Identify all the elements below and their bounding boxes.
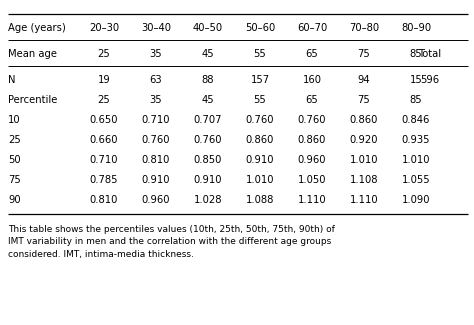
Text: N: N (8, 75, 16, 85)
Text: 19: 19 (98, 75, 110, 85)
Text: 0.785: 0.785 (90, 175, 118, 185)
Text: 0.935: 0.935 (402, 135, 430, 145)
Text: Total: Total (419, 49, 442, 59)
Text: 35: 35 (150, 95, 162, 105)
Text: 0.710: 0.710 (142, 115, 170, 125)
Text: 55: 55 (254, 95, 266, 105)
Text: 160: 160 (302, 75, 321, 85)
Text: 50–60: 50–60 (245, 23, 275, 33)
Text: 1.010: 1.010 (246, 175, 274, 185)
Text: 0.850: 0.850 (194, 155, 222, 165)
Text: 30–40: 30–40 (141, 23, 171, 33)
Text: 1.050: 1.050 (298, 175, 326, 185)
Text: 65: 65 (306, 49, 319, 59)
Text: 20–30: 20–30 (89, 23, 119, 33)
Text: 75: 75 (357, 95, 370, 105)
Text: 40–50: 40–50 (193, 23, 223, 33)
Text: 45: 45 (202, 49, 214, 59)
Text: 85: 85 (410, 95, 422, 105)
Text: 90: 90 (8, 195, 21, 205)
Text: Percentile: Percentile (8, 95, 57, 105)
Text: 94: 94 (358, 75, 370, 85)
Text: 1.010: 1.010 (350, 155, 378, 165)
Text: 0.846: 0.846 (402, 115, 430, 125)
Text: 0.810: 0.810 (90, 195, 118, 205)
Text: 596: 596 (420, 75, 439, 85)
Text: 1.010: 1.010 (402, 155, 430, 165)
Text: 1.108: 1.108 (350, 175, 378, 185)
Text: 1.110: 1.110 (350, 195, 378, 205)
Text: 75: 75 (357, 49, 370, 59)
Text: IMT variability in men and the correlation with the different age groups: IMT variability in men and the correlati… (8, 238, 331, 246)
Text: 25: 25 (98, 49, 110, 59)
Text: 0.760: 0.760 (194, 135, 222, 145)
Text: 0.650: 0.650 (90, 115, 118, 125)
Text: 1.055: 1.055 (401, 175, 430, 185)
Text: 60–70: 60–70 (297, 23, 327, 33)
Text: 1.088: 1.088 (246, 195, 274, 205)
Text: 45: 45 (202, 95, 214, 105)
Text: 25: 25 (98, 95, 110, 105)
Text: 55: 55 (254, 49, 266, 59)
Text: 0.710: 0.710 (90, 155, 118, 165)
Text: 10: 10 (8, 115, 21, 125)
Text: 1.110: 1.110 (298, 195, 326, 205)
Text: 0.860: 0.860 (298, 135, 326, 145)
Text: 85: 85 (410, 49, 422, 59)
Text: This table shows the percentiles values (10th, 25th, 50th, 75th, 90th) of: This table shows the percentiles values … (8, 226, 335, 235)
Text: 50: 50 (8, 155, 21, 165)
Text: 0.920: 0.920 (350, 135, 378, 145)
Text: 0.960: 0.960 (142, 195, 170, 205)
Text: 63: 63 (150, 75, 162, 85)
Text: 25: 25 (8, 135, 21, 145)
Text: 0.860: 0.860 (350, 115, 378, 125)
Text: 0.910: 0.910 (194, 175, 222, 185)
Text: 0.760: 0.760 (246, 115, 274, 125)
Text: 15: 15 (410, 75, 422, 85)
Text: 0.760: 0.760 (298, 115, 326, 125)
Text: 80–90: 80–90 (401, 23, 431, 33)
Text: 0.910: 0.910 (246, 155, 274, 165)
Text: 0.960: 0.960 (298, 155, 326, 165)
Text: 1.090: 1.090 (402, 195, 430, 205)
Text: 0.760: 0.760 (142, 135, 170, 145)
Text: 0.707: 0.707 (194, 115, 222, 125)
Text: Mean age: Mean age (8, 49, 57, 59)
Text: Age (years): Age (years) (8, 23, 66, 33)
Text: 65: 65 (306, 95, 319, 105)
Text: 0.810: 0.810 (142, 155, 170, 165)
Text: 88: 88 (202, 75, 214, 85)
Text: 75: 75 (8, 175, 21, 185)
Text: 1.028: 1.028 (194, 195, 222, 205)
Text: 35: 35 (150, 49, 162, 59)
Text: considered. IMT, intima-media thickness.: considered. IMT, intima-media thickness. (8, 250, 194, 258)
Text: 0.660: 0.660 (90, 135, 118, 145)
Text: 0.860: 0.860 (246, 135, 274, 145)
Text: 157: 157 (250, 75, 270, 85)
Text: 70–80: 70–80 (349, 23, 379, 33)
Text: 0.910: 0.910 (142, 175, 170, 185)
